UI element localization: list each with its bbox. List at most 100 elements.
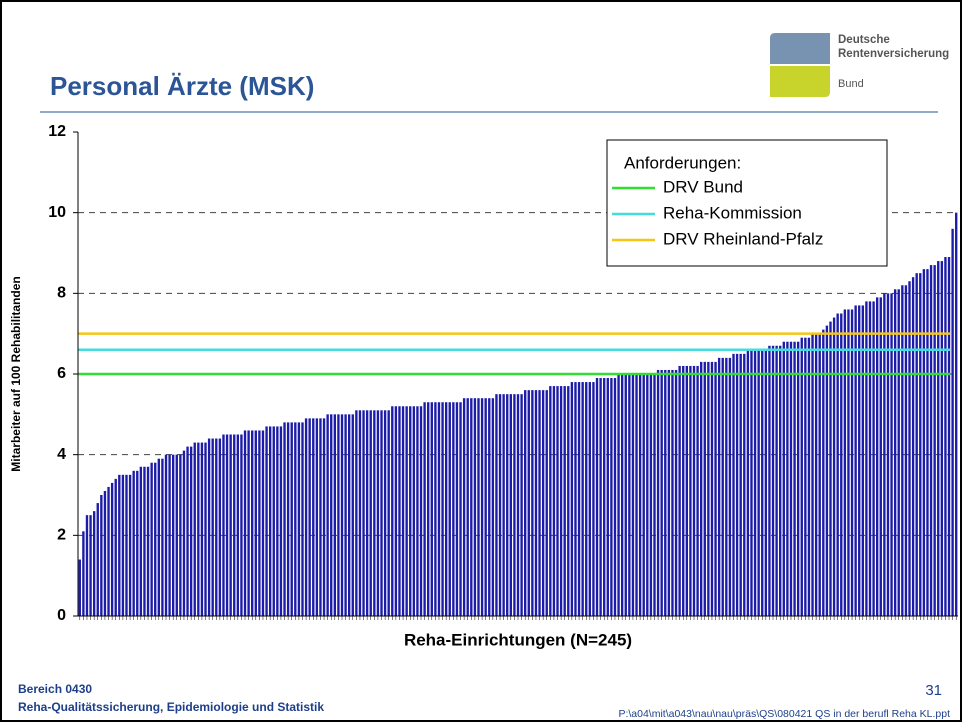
bar [347,414,351,616]
bar [294,422,297,616]
bar [588,382,592,616]
bar [462,398,466,616]
bar [337,414,340,616]
bar [635,374,638,616]
bar [121,474,125,616]
bar [96,503,99,616]
bar [890,293,893,616]
bar [840,313,843,616]
bar [796,341,800,616]
bar [92,511,96,616]
chart: 0 2 4 6 8 10 12 Mitarbeiter auf 100 Rehabilitan… [9,123,958,649]
bar [161,458,164,616]
bar [477,398,480,616]
bar [261,430,265,616]
bar [365,410,369,616]
bar [893,289,897,616]
bar [929,265,933,616]
bar [793,341,796,616]
bar [951,228,954,617]
bar [779,345,782,616]
bar [577,382,581,616]
bar [89,515,92,616]
bar [861,305,865,616]
bar [534,390,538,616]
bar [926,269,929,616]
bar [523,390,527,616]
bar [908,281,911,616]
bar [419,406,423,616]
bar [110,482,114,616]
y-tick-label: 6 [57,365,66,382]
bar [319,418,322,616]
bar [603,378,606,616]
logo-text: Bund [838,78,864,90]
bar [509,394,513,616]
bar [114,478,117,616]
bar [696,365,699,616]
bar [955,212,958,616]
bar [405,406,408,616]
bar [606,378,609,616]
x-axis-label: Reha-Einrichtungen (N=245) [404,630,632,649]
bar [189,446,193,616]
bar [286,422,290,616]
bar [613,378,617,616]
bar [854,305,857,616]
bar [233,434,236,616]
bar [549,386,552,616]
bar [771,345,775,616]
bar [937,261,940,616]
bar [355,410,358,616]
bar [322,418,326,616]
bar [448,402,451,616]
footer-department: Bereich 0430 [18,682,92,696]
bar [344,414,347,616]
bar [211,438,214,616]
bar [132,470,135,616]
bar [811,333,814,616]
bar [660,369,663,616]
bar [258,430,261,616]
bar [85,515,89,616]
bar [872,301,875,616]
logo-top [770,33,830,64]
bar [829,321,832,616]
page-number: 31 [925,682,942,699]
bar [430,402,433,616]
bar [804,337,807,616]
bar [768,345,771,616]
bar [832,317,836,616]
bar [376,410,380,616]
bar [412,406,416,616]
bar [157,458,161,616]
y-tick-label: 10 [48,204,66,221]
bar [150,462,153,616]
bar [786,341,789,616]
bar [685,365,689,616]
bar [836,313,839,616]
bar [883,293,886,616]
bar [746,349,750,616]
bar [865,301,868,616]
bar [710,361,714,616]
bar [222,434,225,616]
bar [678,365,681,616]
bar [556,386,559,616]
y-tick-label: 12 [48,123,66,140]
bar [858,305,861,616]
bar [100,495,103,616]
bar [215,438,218,616]
bar [506,394,509,616]
bar [290,422,293,616]
bar [362,410,365,616]
bar [520,394,523,616]
bar [204,442,207,616]
bar [491,398,495,616]
bar [789,341,793,616]
bar [610,378,613,616]
bar [168,454,171,616]
bar [268,426,272,616]
bar [182,450,186,616]
bar [304,418,308,616]
